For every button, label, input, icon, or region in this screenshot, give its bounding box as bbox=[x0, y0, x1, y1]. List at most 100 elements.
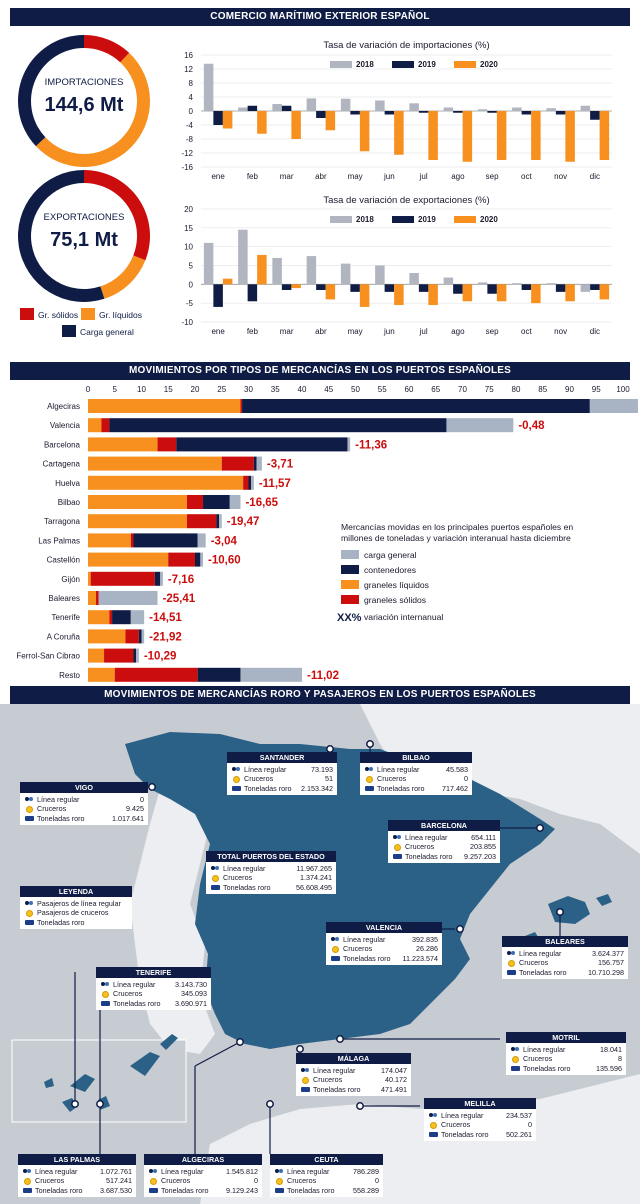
port-label: A Coruña bbox=[47, 632, 81, 641]
stat-row-cruceros: Cruceros 51 bbox=[231, 774, 333, 783]
bar-segment-graneles-sólidos bbox=[157, 437, 177, 452]
y-tick-label: 16 bbox=[184, 51, 193, 60]
port-name: SANTANDER bbox=[227, 752, 337, 763]
port-label: Gijón bbox=[61, 575, 80, 584]
cruise-icon bbox=[24, 909, 34, 917]
legend-swatch-2020 bbox=[454, 61, 476, 68]
bar-2018-oct bbox=[512, 283, 522, 285]
x-tick-label: 50 bbox=[351, 385, 360, 394]
y-tick-label: 0 bbox=[189, 107, 194, 116]
bar-segment-graneles-líquidos bbox=[88, 533, 131, 548]
bar-segment-contenedores bbox=[176, 437, 348, 452]
stat-value: 18.041 bbox=[600, 1045, 622, 1054]
bar-2020-dic bbox=[599, 111, 610, 160]
port-box-santander: SANTANDER Línea regular 73.193 Cruceros 51 To… bbox=[227, 752, 337, 796]
bar-2018-abr bbox=[306, 256, 317, 285]
port-stats: Línea regular 3.143.730 Cruceros 345.093 Ton… bbox=[96, 978, 211, 1011]
x-tick-label: ago bbox=[451, 327, 465, 336]
truck-icon bbox=[510, 1064, 520, 1072]
bar-2018-jun bbox=[375, 265, 385, 285]
stat-label: Toneladas roro bbox=[287, 1185, 335, 1195]
x-tick-label: 55 bbox=[378, 385, 387, 394]
bar-segment-carga-general bbox=[160, 571, 163, 586]
bar-2020-abr bbox=[325, 111, 336, 131]
stat-row-cruceros: Cruceros 517.241 bbox=[22, 1176, 132, 1185]
cruise-icon bbox=[300, 1076, 310, 1084]
legend-swatch bbox=[341, 595, 359, 604]
stat-value: 0 bbox=[464, 774, 468, 784]
port-label: Resto bbox=[59, 671, 80, 680]
bar-2020-dic bbox=[599, 284, 610, 300]
legend-swatch bbox=[341, 580, 359, 589]
variation-chart-importaciones: Tasa de variación de importaciones (%) 20… bbox=[181, 40, 612, 181]
x-tick-label: 70 bbox=[458, 385, 467, 394]
bar-segment-contenedores bbox=[109, 418, 447, 433]
donut-slice-gr-s-lidos bbox=[84, 35, 130, 63]
bar-2019-may bbox=[350, 111, 360, 115]
bar-segment-graneles-líquidos bbox=[88, 475, 244, 490]
bar-2020-may bbox=[359, 111, 370, 152]
port-label: Tenerife bbox=[52, 613, 81, 622]
bar-2018-ago bbox=[443, 107, 454, 111]
stat-label: Toneladas roro bbox=[519, 967, 567, 977]
donut-title: EXPORTACIONES bbox=[44, 212, 125, 223]
stat-value: 56.608.495 bbox=[296, 882, 332, 892]
bar-segment-contenedores bbox=[133, 533, 198, 548]
x-tick-label: oct bbox=[521, 327, 532, 336]
bar-segment-carga-general bbox=[136, 648, 139, 663]
port-stats: Línea regular 392.835 Cruceros 26.286 Tonela… bbox=[326, 933, 442, 966]
bar-segment-graneles-líquidos bbox=[88, 552, 169, 567]
passenger-icon bbox=[148, 1168, 158, 1176]
port-label: Cartagena bbox=[43, 460, 81, 469]
stat-label: Toneladas roro bbox=[523, 1063, 571, 1073]
stat-value: 0 bbox=[528, 1120, 532, 1130]
stat-row-linea: Línea regular 174.047 bbox=[300, 1066, 407, 1075]
port-label: Algeciras bbox=[47, 402, 80, 411]
stat-label: Cruceros bbox=[161, 1176, 191, 1186]
variation-label: -11,57 bbox=[259, 478, 291, 490]
x-tick-label: ene bbox=[211, 172, 225, 181]
stat-row-cruceros: Cruceros 203.855 bbox=[392, 842, 496, 851]
bar-2020-nov bbox=[565, 111, 575, 162]
bar-segment-carga-general bbox=[347, 437, 351, 452]
stat-value: 11.223.574 bbox=[402, 953, 438, 963]
stat-value: 654.111 bbox=[471, 833, 496, 842]
stat-row-linea: Línea regular 234.537 bbox=[428, 1111, 532, 1120]
bar-segment-contenedores bbox=[133, 648, 137, 663]
bar-2018-oct bbox=[512, 107, 522, 111]
variation-label: -3,04 bbox=[211, 535, 238, 547]
bar-2018-feb bbox=[238, 107, 248, 111]
legend-swatch bbox=[81, 308, 95, 320]
legend-label: Gr. sólidos bbox=[38, 310, 78, 320]
truck-icon bbox=[210, 883, 220, 891]
bar-2018-sep bbox=[477, 282, 488, 285]
port-label: Huelva bbox=[55, 479, 80, 488]
bar-2020-nov bbox=[565, 284, 575, 302]
bar-segment-graneles-sólidos bbox=[125, 629, 139, 644]
x-tick-label: ene bbox=[211, 327, 225, 336]
chart-title: Tasa de variación de exportaciones (%) bbox=[323, 195, 489, 206]
passenger-icon bbox=[274, 1168, 284, 1176]
stat-label: Cruceros bbox=[37, 804, 67, 814]
cruise-icon bbox=[364, 775, 374, 783]
stat-value: 786.289 bbox=[353, 1167, 379, 1176]
donut-slice-gr-s-lidos bbox=[84, 170, 151, 261]
truck-icon bbox=[231, 784, 241, 792]
stat-label: Línea regular bbox=[519, 949, 562, 958]
bar-2020-abr bbox=[325, 284, 336, 300]
donut-slice-carga-general bbox=[18, 170, 105, 303]
bar-2019-ene bbox=[213, 284, 223, 307]
bar-segment-contenedores bbox=[195, 552, 201, 567]
bar-2018-ene bbox=[203, 242, 214, 285]
bar-segment-contenedores bbox=[197, 667, 241, 682]
cruise-icon bbox=[274, 1177, 284, 1185]
stat-row-roro: Toneladas roro 11.223.574 bbox=[330, 954, 438, 963]
bar-2018-nov bbox=[546, 108, 556, 111]
bar-2019-jul bbox=[418, 111, 429, 113]
stat-label: Toneladas roro bbox=[113, 998, 161, 1008]
port-label: Valencia bbox=[50, 421, 81, 430]
legend-label: Carga general bbox=[80, 327, 134, 337]
x-tick-label: mar bbox=[280, 172, 294, 181]
stat-label: Línea regular bbox=[244, 765, 287, 774]
x-tick-label: 30 bbox=[244, 385, 253, 394]
